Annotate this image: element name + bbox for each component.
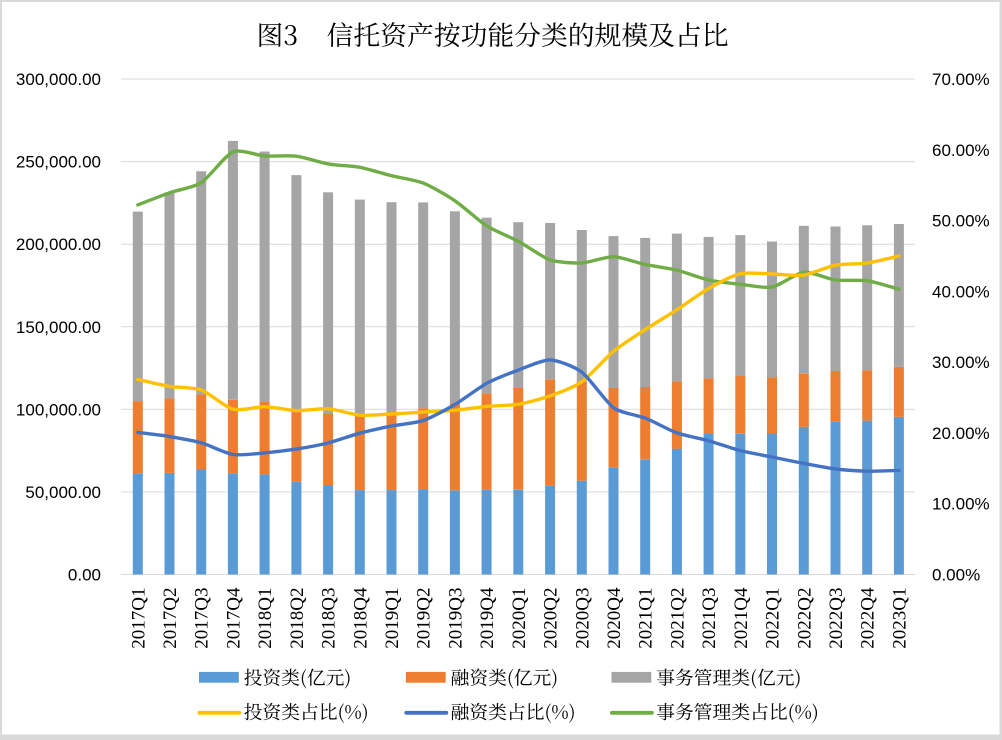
svg-text:2023Q1: 2023Q1 [889,588,910,649]
svg-text:2022Q2: 2022Q2 [794,588,815,649]
svg-text:2021Q1: 2021Q1 [636,588,657,649]
svg-text:200,000.00: 200,000.00 [16,235,101,254]
svg-text:100,000.00: 100,000.00 [16,400,101,419]
svg-text:300,000.00: 300,000.00 [16,70,101,89]
svg-text:2017Q2: 2017Q2 [160,588,181,649]
svg-text:2022Q3: 2022Q3 [826,588,847,649]
svg-text:2021Q4: 2021Q4 [731,587,752,649]
svg-text:2020Q4: 2020Q4 [604,587,625,649]
svg-text:2018Q2: 2018Q2 [287,588,308,649]
svg-text:20.00%: 20.00% [932,424,990,443]
svg-text:2017Q1: 2017Q1 [128,588,149,649]
svg-text:2020Q1: 2020Q1 [509,588,530,649]
svg-text:2017Q4: 2017Q4 [223,587,244,649]
svg-text:40.00%: 40.00% [932,282,990,301]
svg-text:2019Q2: 2019Q2 [414,588,435,649]
svg-text:0.00: 0.00 [68,566,101,585]
svg-text:2021Q3: 2021Q3 [699,588,720,649]
svg-text:0.00%: 0.00% [932,566,980,585]
svg-text:2021Q2: 2021Q2 [667,588,688,649]
svg-text:2017Q3: 2017Q3 [192,588,213,649]
svg-text:2018Q1: 2018Q1 [255,588,276,649]
svg-text:50.00%: 50.00% [932,212,990,231]
svg-text:2020Q3: 2020Q3 [572,588,593,649]
svg-text:2019Q4: 2019Q4 [477,587,498,649]
svg-text:2018Q4: 2018Q4 [350,587,371,649]
svg-text:2019Q1: 2019Q1 [382,588,403,649]
svg-text:2018Q3: 2018Q3 [319,588,340,649]
svg-text:50,000.00: 50,000.00 [25,483,101,502]
svg-text:10.00%: 10.00% [932,495,990,514]
svg-text:2022Q4: 2022Q4 [858,587,879,649]
svg-text:2022Q1: 2022Q1 [763,588,784,649]
svg-text:150,000.00: 150,000.00 [16,318,101,337]
svg-text:60.00%: 60.00% [932,141,990,160]
svg-text:30.00%: 30.00% [932,353,990,372]
svg-text:70.00%: 70.00% [932,70,990,89]
svg-text:2019Q3: 2019Q3 [445,588,466,649]
svg-text:250,000.00: 250,000.00 [16,153,101,172]
svg-text:2020Q2: 2020Q2 [541,588,562,649]
